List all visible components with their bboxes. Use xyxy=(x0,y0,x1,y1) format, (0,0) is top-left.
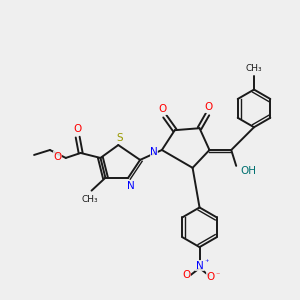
Text: N: N xyxy=(196,261,203,271)
Text: N: N xyxy=(150,147,158,157)
Text: O: O xyxy=(204,102,213,112)
Text: S: S xyxy=(116,133,123,143)
Text: CH₃: CH₃ xyxy=(246,64,262,73)
Text: O: O xyxy=(182,270,191,280)
Text: O: O xyxy=(74,124,82,134)
Text: ⁺: ⁺ xyxy=(204,258,209,267)
Text: N: N xyxy=(127,181,135,191)
Text: O: O xyxy=(54,152,62,162)
Text: O: O xyxy=(159,104,167,114)
Text: ⁻: ⁻ xyxy=(215,270,220,279)
Text: OH: OH xyxy=(240,166,256,176)
Text: O: O xyxy=(206,272,214,282)
Text: CH₃: CH₃ xyxy=(81,195,98,204)
